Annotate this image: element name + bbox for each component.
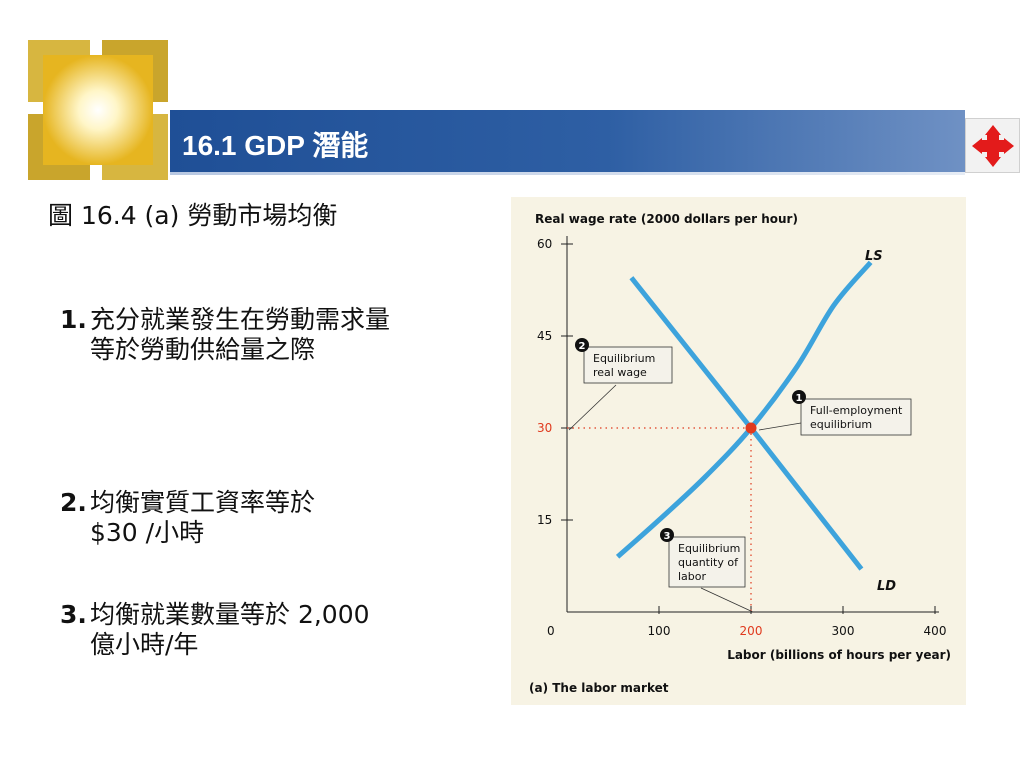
annotation-marker (792, 390, 806, 404)
point-line: 均衡就業數量等於 2,000 (90, 600, 370, 629)
point-line: 億小時/年 (90, 630, 199, 659)
y-tick-label: 45 (537, 329, 552, 343)
point-line: 均衡實質工資率等於 (90, 488, 316, 517)
annotation-text: real wage (593, 366, 647, 379)
annotation-leader (700, 587, 754, 613)
x-axis-label: Labor (billions of hours per year) (727, 648, 951, 662)
chart-title: Real wage rate (2000 dollars per hour) (535, 212, 798, 226)
annotation-box (800, 398, 912, 436)
point-line: 等於勞動供給量之際 (90, 335, 316, 364)
header-bar: 16.1 GDP 潛能 (170, 110, 965, 175)
annotation-text: Equilibrium (678, 542, 740, 555)
annotation-marker-number: 2 (579, 341, 586, 352)
panel-label: (a) The labor market (529, 681, 669, 695)
point-line: 充分就業發生在勞動需求量 (90, 305, 391, 334)
logo-graphic (28, 40, 168, 180)
x-tick-label: 400 (924, 624, 947, 638)
equilibrium-point (745, 422, 757, 434)
point-number: 1. (60, 305, 87, 334)
four-way-arrow-icon (972, 125, 1014, 167)
point-number: 3. (60, 600, 87, 629)
annotation-leader (568, 384, 617, 431)
x-tick-label: 200 (740, 624, 763, 638)
point-2: 2. 均衡實質工資率等於 $30 /小時 (60, 488, 512, 548)
annotation-leader (758, 422, 802, 431)
y-tick-label: 30 (537, 421, 552, 435)
y-tick-label: 15 (537, 513, 552, 527)
annotation-marker (660, 528, 674, 542)
series-ls-label: LS (865, 249, 883, 264)
annotation-marker (575, 338, 589, 352)
labor-market-chart: Real wage rate (2000 dollars per hour) La… (529, 212, 951, 695)
annotation-text: quantity of (678, 556, 739, 569)
annotation-text: labor (678, 570, 707, 583)
labor-market-figure: Real wage rate (2000 dollars per hour) La… (511, 197, 966, 705)
point-line: $30 /小時 (90, 518, 205, 547)
annotation-marker-number: 1 (796, 393, 803, 404)
annotation-text: Full-employment (810, 404, 903, 417)
navigation-button[interactable] (965, 118, 1020, 173)
annotation-marker-number: 3 (664, 531, 671, 542)
annotation-box (668, 536, 746, 588)
y-tick-label: 60 (537, 237, 552, 251)
point-number: 2. (60, 488, 87, 517)
figure-caption: 圖 16.4 (a) 勞動市場均衡 (48, 201, 338, 230)
x-tick-label: 100 (648, 624, 671, 638)
annotation-text: equilibrium (810, 418, 872, 431)
x-tick-label: 0 (547, 624, 555, 638)
series-ld-label: LD (877, 579, 896, 594)
point-1: 1. 充分就業發生在勞動需求量 等於勞動供給量之際 (60, 305, 512, 365)
page-title: 16.1 GDP 潛能 (182, 130, 369, 161)
point-3: 3. 均衡就業數量等於 2,000 億小時/年 (60, 600, 512, 660)
annotation-text: Equilibrium (593, 352, 655, 365)
annotation-box (583, 346, 673, 384)
x-tick-label: 300 (832, 624, 855, 638)
